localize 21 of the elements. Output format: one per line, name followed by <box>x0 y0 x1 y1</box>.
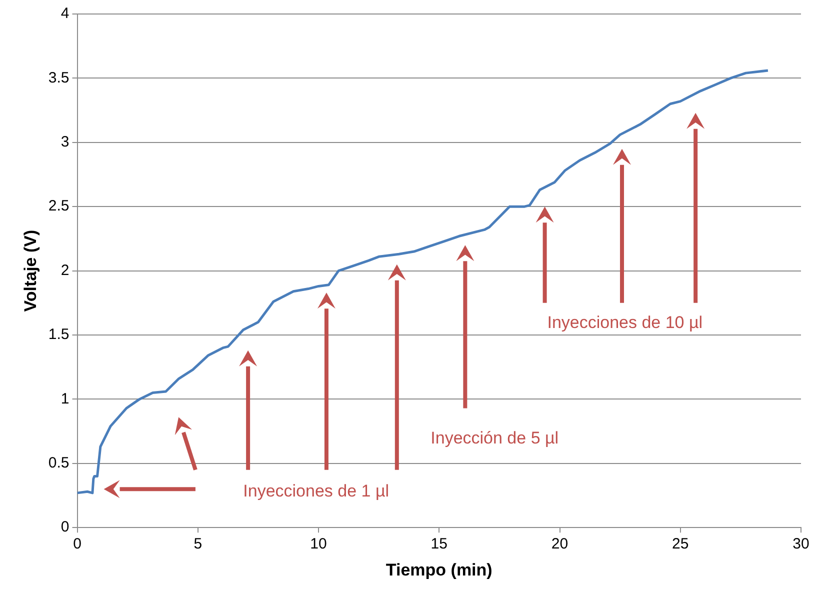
x-tick-label: 20 <box>551 536 568 553</box>
x-tick-label: 15 <box>430 536 448 553</box>
y-tick-label: 1 <box>60 390 70 408</box>
x-tick-label: 5 <box>194 536 202 553</box>
y-tick-label: 3.5 <box>48 69 70 86</box>
y-tick-label: 0.5 <box>48 454 70 472</box>
x-axis-title: Tiempo (min) <box>386 560 492 580</box>
x-tick-label: 30 <box>792 536 810 553</box>
y-tick-label: 1.5 <box>48 326 70 344</box>
annotation: Inyecciones de 10 µl <box>547 313 703 332</box>
annotation: Inyecciones de 1 µl <box>243 481 390 500</box>
y-tick-label: 0 <box>60 518 70 536</box>
y-tick-label: 4 <box>60 5 70 22</box>
y-axis-title: Voltaje (V) <box>20 230 40 312</box>
y-tick-label: 2.5 <box>48 198 70 215</box>
y-tick-label: 3 <box>60 134 70 151</box>
annotation: Inyección de 5 µl <box>430 428 559 448</box>
x-tick-label: 10 <box>310 536 327 553</box>
x-tick-label: 25 <box>672 536 689 553</box>
x-tick-label: 0 <box>73 536 82 553</box>
y-tick-label: 2 <box>60 262 70 279</box>
